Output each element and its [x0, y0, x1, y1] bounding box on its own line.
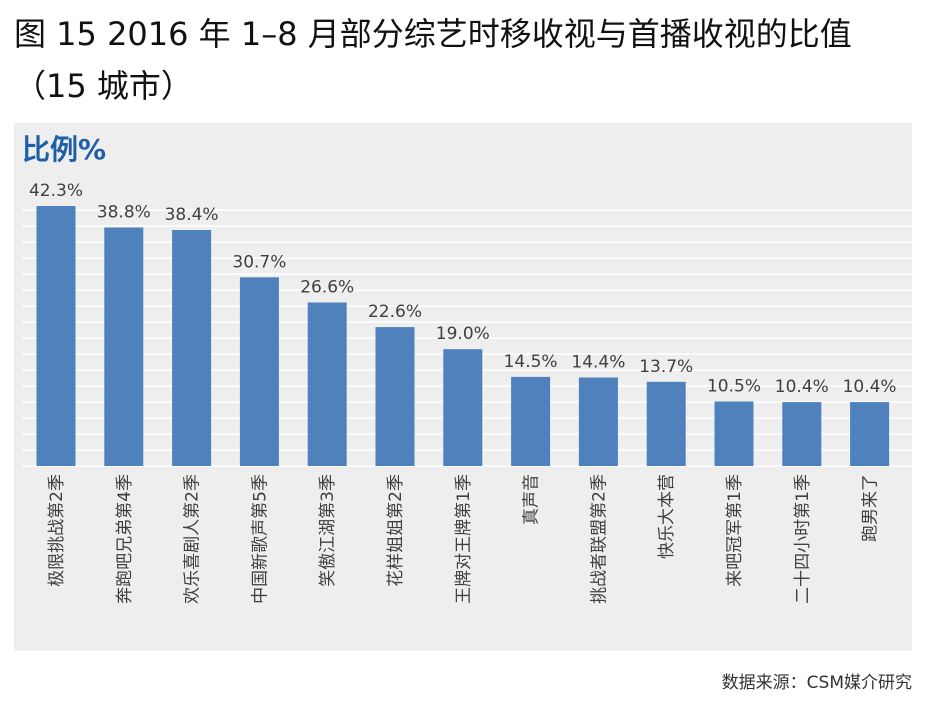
category-label: 挑战者联盟第2季 [589, 474, 609, 604]
data-label: 19.0% [436, 324, 490, 344]
bar [375, 327, 415, 466]
category-label: 来吧冠军第1季 [725, 474, 745, 587]
category-label: 快乐大本营 [657, 474, 677, 559]
data-label: 38.4% [165, 205, 219, 225]
chart-title: 图 15 2016 年 1–8 月部分综艺时移收视与首播收视的比值（15 城市） [14, 15, 852, 105]
category-label: 真声音 [522, 474, 542, 525]
bar [578, 377, 618, 466]
category-label: 奔跑吧兄弟第4季 [115, 474, 135, 604]
bar [850, 402, 890, 466]
category-label: 中国新歌声第5季 [250, 474, 270, 604]
data-label: 14.4% [571, 353, 625, 373]
data-label: 42.3% [29, 181, 83, 201]
data-label: 10.4% [775, 377, 829, 397]
bar [172, 230, 212, 466]
bars [36, 206, 890, 466]
data-label: 13.7% [639, 357, 693, 377]
bar [646, 381, 686, 466]
data-label: 26.6% [300, 278, 354, 298]
category-label: 王牌对王牌第1季 [454, 474, 474, 604]
bar [307, 302, 347, 466]
chart-panel: 比例% 42.3% 38.8% 38.4% 30.7% 26.6% 22.6% 19.0% 1… [14, 123, 912, 651]
category-label: 极限挑战第2季 [47, 474, 67, 587]
source-note: 数据来源：CSM媒介研究 [721, 673, 912, 693]
bar [239, 277, 279, 466]
bar [511, 376, 551, 466]
value-labels: 42.3% 38.8% 38.4% 30.7% 26.6% 22.6% 19.0% 14.5%… [29, 181, 897, 397]
category-label: 二十四小时第1季 [793, 474, 813, 604]
category-label: 笑傲江湖第3季 [318, 474, 338, 587]
y-axis-label: 比例% [22, 133, 106, 166]
bar-chart: 比例% 42.3% 38.8% 38.4% 30.7% 26.6% 22.6% 19.0% 1… [22, 133, 912, 604]
data-label: 38.8% [97, 203, 151, 223]
category-label: 欢乐喜剧人第2季 [183, 474, 203, 604]
data-label: 30.7% [232, 252, 286, 272]
category-labels: 极限挑战第2季 奔跑吧兄弟第4季 欢乐喜剧人第2季 中国新歌声第5季 笑傲江湖第3季 花样… [47, 474, 881, 604]
data-label: 10.5% [707, 377, 761, 397]
bar [104, 227, 144, 466]
data-label: 10.4% [843, 377, 897, 397]
category-label: 跑男来了 [861, 474, 881, 542]
bar [782, 402, 822, 466]
category-label: 花样姐姐第2季 [386, 474, 406, 587]
bar [443, 349, 483, 466]
bar [36, 206, 76, 466]
data-label: 14.5% [504, 352, 558, 372]
bar [714, 401, 754, 466]
data-label: 22.6% [368, 302, 422, 322]
